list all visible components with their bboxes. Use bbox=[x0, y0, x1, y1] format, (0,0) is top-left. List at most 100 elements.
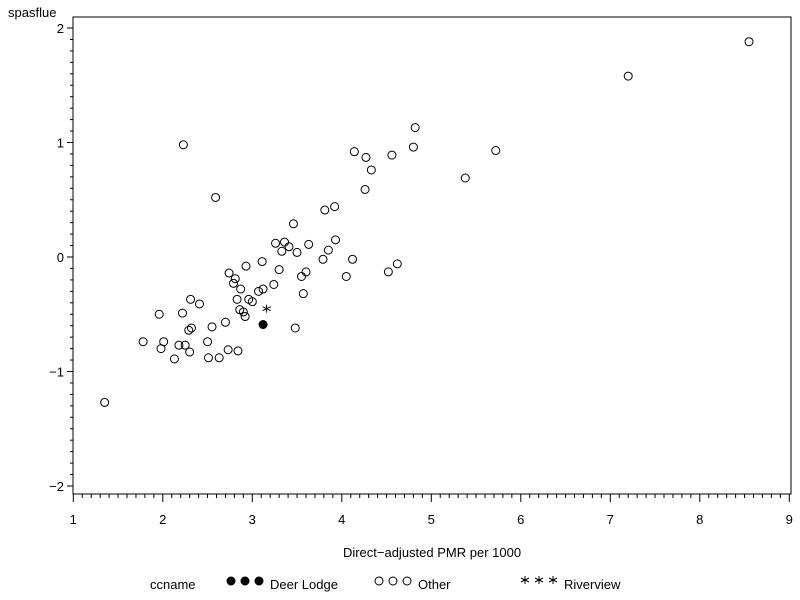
x-tick-label: 1 bbox=[70, 512, 77, 527]
legend-entry-deer-lodge: Deer Lodge bbox=[226, 576, 338, 592]
x-tick-label: 9 bbox=[786, 512, 793, 527]
x-tick-label: 3 bbox=[249, 512, 256, 527]
point-other bbox=[366, 165, 376, 175]
plot-frame bbox=[72, 16, 792, 495]
legend-marker bbox=[226, 576, 236, 586]
x-tick-label: 7 bbox=[607, 512, 614, 527]
point-other bbox=[383, 267, 393, 277]
point-other bbox=[203, 337, 213, 347]
legend-label: Riverview bbox=[564, 577, 621, 592]
point-other bbox=[186, 323, 196, 333]
legend-label: Other bbox=[418, 577, 451, 592]
point-deer-lodge bbox=[258, 320, 268, 330]
point-other bbox=[292, 247, 302, 257]
point-other bbox=[297, 271, 307, 281]
point-other bbox=[207, 322, 217, 332]
y-axis: 2 1 0 −1 −2 bbox=[49, 21, 73, 494]
x-axis-label: Direct−adjusted PMR per 1000 bbox=[343, 545, 521, 560]
point-other bbox=[203, 353, 213, 363]
point-other bbox=[288, 219, 298, 229]
x-tick-label: 4 bbox=[338, 512, 345, 527]
point-other bbox=[240, 312, 250, 322]
point-other bbox=[320, 205, 330, 215]
point-other bbox=[269, 279, 279, 289]
point-other bbox=[254, 286, 264, 296]
point-other bbox=[214, 353, 224, 363]
point-other bbox=[392, 259, 402, 269]
y-tick-label: −1 bbox=[49, 365, 64, 380]
point-other bbox=[304, 239, 314, 249]
legend-entry-other: Other bbox=[374, 576, 451, 592]
point-other bbox=[229, 278, 239, 288]
point-other bbox=[331, 235, 341, 245]
legend-entries: Deer Lodge Other Riverview bbox=[226, 576, 621, 592]
point-other bbox=[177, 308, 187, 318]
point-other bbox=[232, 294, 242, 304]
point-other bbox=[241, 261, 251, 271]
legend-title: ccname bbox=[150, 577, 196, 592]
legend-marker bbox=[520, 576, 530, 584]
series-riverview bbox=[262, 304, 271, 313]
legend-marker bbox=[254, 576, 264, 586]
point-other bbox=[341, 271, 351, 281]
point-other bbox=[211, 192, 221, 202]
point-other bbox=[159, 337, 169, 347]
series-deer-lodge bbox=[258, 320, 268, 330]
legend-entry-riverview: Riverview bbox=[520, 576, 621, 592]
point-other bbox=[100, 397, 110, 407]
legend: ccname Deer Lodge Other Riverview bbox=[150, 576, 621, 592]
point-other bbox=[184, 325, 194, 335]
point-other bbox=[280, 237, 290, 247]
point-riverview bbox=[262, 304, 271, 313]
x-tick-label: 8 bbox=[696, 512, 703, 527]
point-other bbox=[460, 173, 470, 183]
point-other bbox=[233, 346, 243, 356]
x-axis: 1 2 3 4 5 6 7 8 9 bbox=[70, 494, 793, 527]
data-points bbox=[100, 37, 754, 407]
point-other bbox=[277, 246, 287, 256]
x-tick-label: 2 bbox=[159, 512, 166, 527]
point-other bbox=[236, 284, 246, 294]
point-other bbox=[223, 345, 233, 355]
point-other bbox=[274, 265, 284, 275]
point-other bbox=[349, 147, 359, 157]
point-other bbox=[257, 257, 267, 267]
point-other bbox=[169, 354, 179, 364]
point-other bbox=[238, 307, 248, 317]
legend-marker bbox=[388, 576, 398, 586]
y-tick-label: 1 bbox=[57, 136, 64, 151]
y-tick-label: −2 bbox=[49, 479, 64, 494]
point-other bbox=[408, 142, 418, 152]
point-other bbox=[174, 340, 184, 350]
point-other bbox=[138, 337, 148, 347]
point-other bbox=[230, 274, 240, 284]
point-other bbox=[154, 309, 164, 319]
legend-marker bbox=[240, 576, 250, 586]
legend-marker bbox=[534, 576, 544, 584]
point-other bbox=[258, 284, 268, 294]
point-other bbox=[301, 267, 311, 277]
legend-marker bbox=[402, 576, 412, 586]
point-other bbox=[185, 347, 195, 357]
point-other bbox=[186, 294, 196, 304]
point-other bbox=[323, 245, 333, 255]
series-other bbox=[100, 37, 754, 407]
point-other bbox=[387, 150, 397, 160]
point-other bbox=[491, 146, 501, 156]
point-other bbox=[360, 184, 370, 194]
point-other bbox=[298, 289, 308, 299]
point-other bbox=[224, 268, 234, 278]
legend-label: Deer Lodge bbox=[270, 577, 338, 592]
y-axis-label: spasflue bbox=[8, 5, 56, 20]
y-tick-label: 2 bbox=[57, 21, 64, 36]
legend-marker bbox=[548, 576, 558, 584]
point-other bbox=[361, 152, 371, 162]
point-other bbox=[348, 254, 358, 264]
point-other bbox=[194, 299, 204, 309]
x-tick-label: 5 bbox=[428, 512, 435, 527]
point-other bbox=[247, 297, 257, 307]
point-other bbox=[180, 340, 190, 350]
point-other bbox=[284, 242, 294, 252]
legend-marker bbox=[374, 576, 384, 586]
